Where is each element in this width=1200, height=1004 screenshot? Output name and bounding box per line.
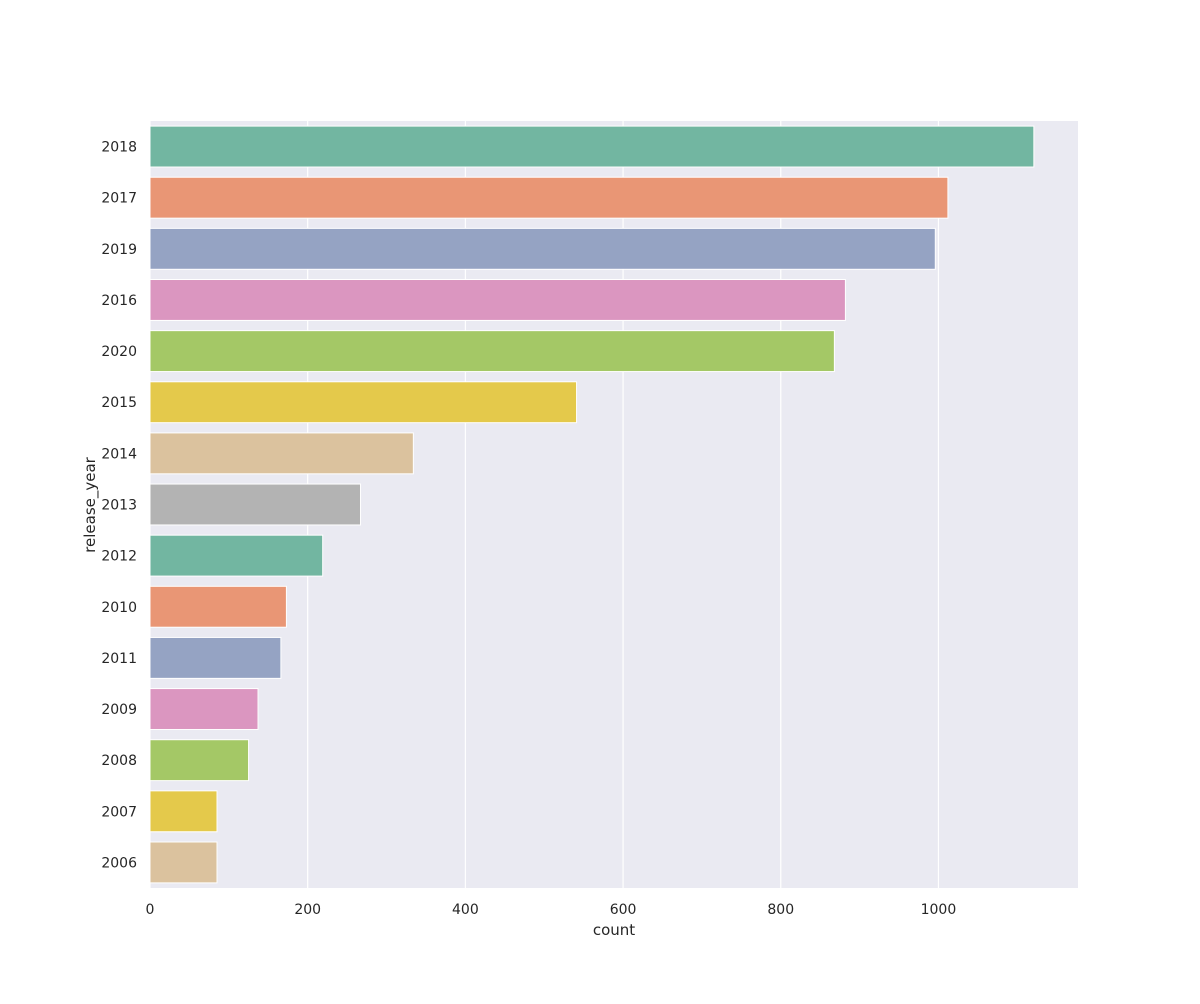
bar-2012 <box>149 534 324 577</box>
y-tick-label: 2011 <box>101 651 137 667</box>
bar-2011 <box>149 636 282 679</box>
x-tick-label: 1000 <box>921 902 957 918</box>
bar-2018 <box>149 125 1035 168</box>
x-tick-label: 200 <box>294 902 321 918</box>
bar-2014 <box>149 432 414 475</box>
bar-2008 <box>149 739 250 782</box>
y-tick-label: 2014 <box>101 446 137 462</box>
y-tick-label: 2020 <box>101 344 137 360</box>
x-tick-label: 600 <box>610 902 637 918</box>
x-tick-label: 0 <box>146 902 155 918</box>
bar-2009 <box>149 688 259 730</box>
y-tick-label: 2009 <box>101 702 137 718</box>
y-tick-label: 2019 <box>101 242 137 258</box>
bar-2006 <box>149 841 218 884</box>
bar-2010 <box>149 585 287 628</box>
bar-2020 <box>149 330 835 373</box>
y-tick-label: 2017 <box>101 191 137 207</box>
bar-2015 <box>149 381 578 424</box>
bar-2016 <box>149 279 846 321</box>
y-tick-label: 2006 <box>101 855 137 871</box>
y-tick-label: 2013 <box>101 498 137 514</box>
bar-2007 <box>149 790 218 833</box>
y-tick-label: 2012 <box>101 549 137 565</box>
bar-2017 <box>149 176 949 219</box>
y-tick-label: 2008 <box>101 753 137 769</box>
y-axis-label: release_year <box>81 456 100 552</box>
x-tick-label: 800 <box>767 902 794 918</box>
y-tick-label: 2010 <box>101 600 137 616</box>
x-axis-label: count <box>593 921 635 939</box>
y-tick-label: 2007 <box>101 804 137 820</box>
x-tick-label: 400 <box>452 902 479 918</box>
y-tick-label: 2016 <box>101 293 137 309</box>
y-tick-label: 2018 <box>101 140 137 156</box>
y-tick-label: 2015 <box>101 395 137 411</box>
bar-2013 <box>149 483 362 526</box>
bar-2019 <box>149 227 936 270</box>
